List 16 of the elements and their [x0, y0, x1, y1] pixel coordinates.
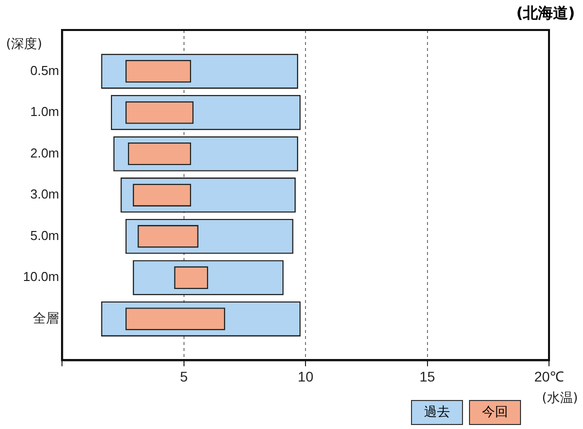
y-tick-label: 2.0m: [30, 145, 60, 160]
y-tick-label: 0.5m: [30, 62, 60, 78]
legend-label: 過去: [424, 401, 450, 424]
x-tick-label: 15: [419, 368, 436, 384]
y-tick-label: 3.0m: [30, 186, 60, 202]
y-tick-label: 5.0m: [30, 228, 60, 243]
y-axis-title: (深度): [6, 36, 42, 52]
x-tick-label: 10: [298, 368, 314, 384]
y-tick-label: 1.0m: [30, 104, 60, 120]
y-tick-label: 全層: [33, 310, 60, 326]
y-tick-label: 10.0m: [22, 269, 60, 284]
chart-title: (北海道): [516, 4, 575, 23]
x-axis-title: (水温): [542, 391, 578, 406]
x-tick-label: 5: [180, 368, 188, 384]
legend-label: 今回: [482, 401, 508, 424]
x-tick-label: 20℃: [534, 368, 564, 384]
